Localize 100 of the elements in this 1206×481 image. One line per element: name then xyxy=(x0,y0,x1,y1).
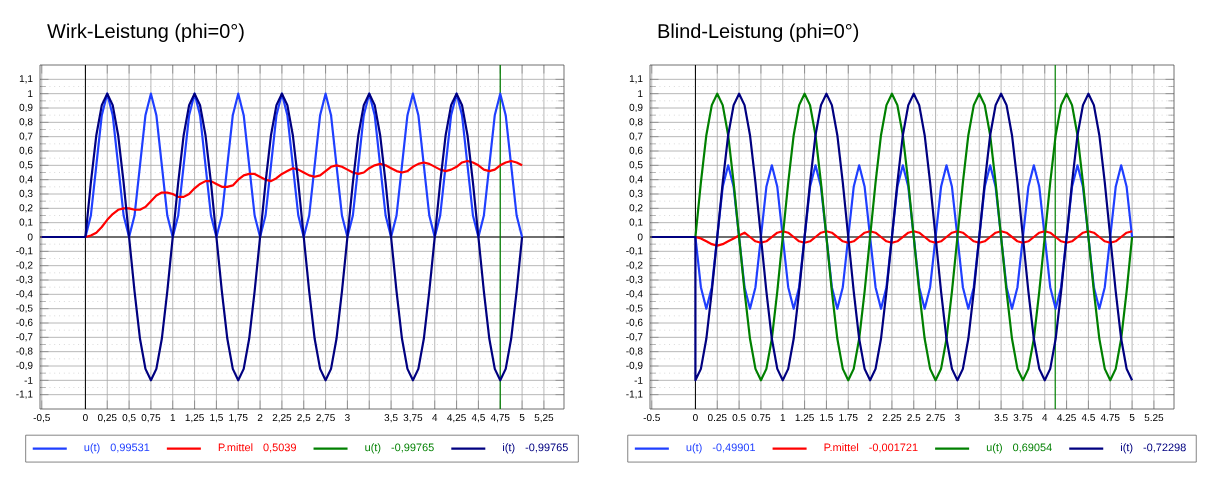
y-tick-label: -0,8 xyxy=(16,347,33,356)
x-tick-label: 3 xyxy=(955,414,960,422)
x-tick-label: 4,5 xyxy=(471,414,485,423)
text: 0,69054 xyxy=(1013,443,1052,453)
y-tick-label: 0,2 xyxy=(19,204,33,213)
y-tick-label: -0,3 xyxy=(16,275,33,285)
y-tick-label: 0,1 xyxy=(19,218,33,227)
legend-label: i(t) xyxy=(503,443,515,454)
x-tick-label: 3 xyxy=(345,414,350,422)
x-tick-label: 2,75 xyxy=(316,414,335,423)
x-tick-label: 1,5 xyxy=(210,414,223,423)
x-tick-label: -0.5 xyxy=(643,414,660,422)
x-tick-label: 0 xyxy=(83,414,88,422)
x-tick-label: 5.25 xyxy=(1144,414,1164,422)
y-tick-label: 0,6 xyxy=(19,146,33,156)
x-tick-label: 1,75 xyxy=(229,414,248,423)
y-tick-label: 1 xyxy=(638,90,643,98)
y-tick-label: 0,2 xyxy=(629,204,643,213)
x-tick-label: 0.5 xyxy=(732,414,746,422)
x-tick-label: 1,25 xyxy=(185,414,204,423)
y-tick-label: -1 xyxy=(24,376,33,384)
y-tick-label: -1 xyxy=(634,376,643,384)
y-tick-label: 0,5 xyxy=(19,161,33,170)
x-tick-label: 0.25 xyxy=(707,414,727,422)
y-tick-label: 1,1 xyxy=(19,75,33,84)
x-tick-label: 4,25 xyxy=(447,414,466,423)
y-tick-label: 0,6 xyxy=(629,146,643,156)
legend-label: u(t) xyxy=(986,443,1002,454)
y-tick-label: -1,1 xyxy=(626,390,643,399)
legend-label: P.mittel xyxy=(824,443,859,452)
y-tick-label: 0,4 xyxy=(19,175,33,184)
x-tick-label: 4.75 xyxy=(1100,414,1120,421)
y-tick-label: -0,1 xyxy=(16,247,33,256)
x-tick-label: 2,25 xyxy=(272,414,292,423)
x-tick-label: 2 xyxy=(257,414,263,421)
x-tick-label: 1 xyxy=(780,414,786,421)
x-tick-label: 0,75 xyxy=(141,414,161,423)
y-tick-label: 0,9 xyxy=(19,103,33,113)
y-tick-label: -0,7 xyxy=(626,333,643,342)
x-tick-label: 3,75 xyxy=(403,414,423,423)
x-tick-label: 4,75 xyxy=(490,414,510,423)
text: -0,99765 xyxy=(525,443,568,453)
y-tick-label: -0,1 xyxy=(626,247,643,256)
text: 0,99531 xyxy=(110,443,150,453)
x-tick-label: 5 xyxy=(519,414,525,421)
y-tick-label: 0,3 xyxy=(629,189,643,199)
y-tick-label: -0,2 xyxy=(16,261,33,270)
x-tick-label: 2.5 xyxy=(907,414,921,422)
y-tick-label: -0,4 xyxy=(626,290,643,299)
y-tick-label: 0,9 xyxy=(629,103,643,113)
x-tick-label: 1.75 xyxy=(839,414,858,421)
x-tick-label: 0.75 xyxy=(751,414,771,422)
x-tick-label: 0 xyxy=(693,414,698,422)
x-tick-label: 2.75 xyxy=(926,414,945,422)
legend-label: u(t) xyxy=(84,443,100,454)
text: -0,72298 xyxy=(1143,443,1186,453)
y-tick-label: -0,5 xyxy=(16,304,33,313)
y-tick-label: -1,1 xyxy=(16,390,33,399)
y-tick-label: -0,5 xyxy=(626,304,643,313)
x-tick-label: 4 xyxy=(432,414,438,421)
y-tick-label: 0,7 xyxy=(19,132,33,141)
text: -0,001721 xyxy=(869,443,918,453)
x-tick-label: 1 xyxy=(170,414,176,421)
y-tick-label: -0,3 xyxy=(626,275,643,285)
x-tick-label: 1.25 xyxy=(795,414,814,422)
text: 0,5039 xyxy=(263,443,296,453)
y-tick-label: 1,1 xyxy=(629,75,643,84)
y-tick-label: 1 xyxy=(28,90,33,98)
x-tick-label: 3.75 xyxy=(1013,414,1033,422)
y-tick-label: 0,3 xyxy=(19,189,33,199)
x-tick-label: 4.25 xyxy=(1057,414,1076,422)
text: -0,99765 xyxy=(391,443,434,453)
x-tick-label: 5,25 xyxy=(534,414,554,423)
y-tick-label: -0,4 xyxy=(16,290,33,299)
x-tick-label: -0,5 xyxy=(33,414,50,423)
legend-label: i(t) xyxy=(1120,443,1133,454)
chart-title: Wirk-Leistung (phi=0°) xyxy=(47,23,244,43)
y-tick-label: 0,8 xyxy=(19,118,33,127)
y-tick-label: -0,2 xyxy=(626,261,643,270)
x-tick-label: 1.5 xyxy=(820,414,833,421)
x-tick-label: 2.25 xyxy=(882,414,902,422)
y-tick-label: 0,4 xyxy=(629,175,643,184)
y-tick-label: 0,1 xyxy=(629,218,643,227)
x-tick-label: 0,5 xyxy=(122,414,136,423)
text: -0,49901 xyxy=(712,443,756,453)
y-tick-label: -0,9 xyxy=(16,361,33,371)
x-tick-label: 3,5 xyxy=(384,414,398,423)
y-tick-label: -0,9 xyxy=(626,361,643,371)
x-tick-label: 3.5 xyxy=(994,414,1008,422)
y-tick-label: -0,8 xyxy=(626,347,643,356)
y-tick-label: 0 xyxy=(637,233,643,241)
legend-label: P.mittel xyxy=(218,443,253,452)
y-tick-label: -0,7 xyxy=(16,333,33,342)
chart-title: Blind-Leistung (phi=0°) xyxy=(658,23,859,43)
y-tick-label: 0,7 xyxy=(629,132,643,141)
x-tick-label: 4.5 xyxy=(1081,414,1095,421)
y-tick-label: 0 xyxy=(27,233,33,241)
y-tick-label: 0,8 xyxy=(629,118,643,127)
x-tick-label: 2 xyxy=(867,414,873,421)
x-tick-label: 2,5 xyxy=(297,414,311,423)
